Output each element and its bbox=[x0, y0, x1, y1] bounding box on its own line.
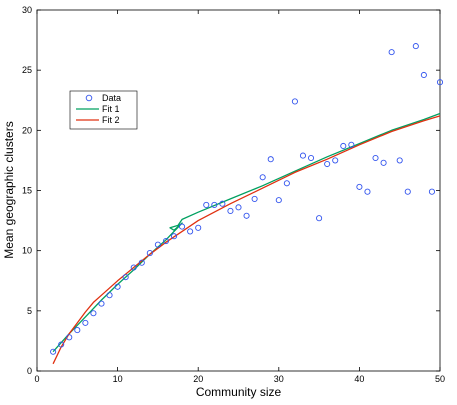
data-point bbox=[267, 156, 274, 163]
legend: Data Fit 1 Fit 2 bbox=[69, 90, 138, 130]
x-tick-label: 50 bbox=[435, 374, 445, 384]
data-point bbox=[211, 201, 218, 208]
data-point bbox=[114, 283, 121, 290]
data-point bbox=[219, 200, 226, 207]
data-point bbox=[283, 180, 290, 187]
data-point bbox=[50, 348, 57, 355]
data-point bbox=[82, 319, 89, 326]
y-tick-label: 25 bbox=[22, 65, 32, 75]
data-point bbox=[307, 154, 315, 162]
data-point bbox=[146, 250, 153, 257]
data-point bbox=[106, 292, 113, 299]
data-point bbox=[179, 223, 186, 230]
data-point bbox=[291, 98, 298, 105]
y-tick-label: 20 bbox=[22, 125, 32, 135]
legend-fit1-label: Fit 1 bbox=[102, 104, 120, 114]
x-axis-label: Community size bbox=[196, 385, 282, 399]
plot-area-frame bbox=[36, 9, 441, 372]
data-point bbox=[90, 310, 97, 317]
data-point bbox=[138, 259, 145, 266]
series-line-fit-1 bbox=[52, 112, 441, 353]
x-tick-label: 0 bbox=[34, 374, 39, 384]
legend-fit2-label: Fit 2 bbox=[102, 115, 120, 125]
data-point bbox=[98, 300, 105, 307]
x-tick-label: 40 bbox=[354, 374, 364, 384]
data-point bbox=[203, 201, 210, 208]
data-point bbox=[396, 157, 403, 164]
data-point bbox=[340, 142, 347, 150]
data-point bbox=[275, 197, 282, 204]
legend-box bbox=[69, 90, 138, 130]
x-tick-label: 10 bbox=[113, 374, 123, 384]
data-point bbox=[420, 71, 427, 79]
data-point bbox=[364, 188, 371, 195]
data-point bbox=[130, 264, 137, 271]
data-point bbox=[162, 237, 170, 245]
legend-data-label: Data bbox=[102, 93, 121, 103]
data-point bbox=[380, 159, 387, 166]
y-tick-label: 15 bbox=[22, 186, 32, 196]
data-point bbox=[243, 212, 250, 219]
data-point bbox=[74, 327, 81, 334]
data-layer bbox=[50, 43, 444, 365]
data-point bbox=[356, 183, 363, 190]
data-point bbox=[154, 241, 161, 248]
y-tick-label: 5 bbox=[27, 306, 32, 316]
data-point bbox=[251, 195, 258, 202]
data-point bbox=[372, 154, 379, 162]
data-point bbox=[187, 228, 194, 235]
data-point bbox=[66, 334, 73, 341]
data-point bbox=[348, 141, 355, 148]
data-point bbox=[58, 341, 65, 348]
y-tick-label: 10 bbox=[22, 246, 32, 256]
data-point bbox=[227, 207, 234, 215]
data-point bbox=[170, 233, 178, 240]
data-point bbox=[388, 49, 395, 56]
data-point bbox=[404, 188, 411, 195]
data-point bbox=[412, 43, 419, 50]
data-point bbox=[428, 188, 435, 195]
x-tick-label: 20 bbox=[193, 374, 203, 384]
y-tick-label: 30 bbox=[22, 5, 32, 15]
data-point bbox=[259, 174, 266, 181]
axis-ticks: 0 10 20 30 40 50 0 5 10 15 20 25 30 bbox=[22, 5, 445, 384]
data-point bbox=[324, 160, 331, 168]
data-point bbox=[436, 79, 444, 86]
data-point bbox=[122, 274, 129, 281]
legend-data-marker bbox=[85, 94, 93, 102]
data-point bbox=[235, 204, 242, 211]
data-point bbox=[332, 157, 339, 164]
y-axis-label: Mean geographic clusters bbox=[2, 121, 16, 258]
data-point bbox=[195, 224, 202, 231]
y-tick-label: 0 bbox=[27, 366, 32, 376]
series-line-fit-2 bbox=[52, 115, 441, 365]
x-tick-label: 30 bbox=[274, 374, 284, 384]
data-point bbox=[316, 215, 323, 222]
data-point bbox=[299, 152, 307, 159]
